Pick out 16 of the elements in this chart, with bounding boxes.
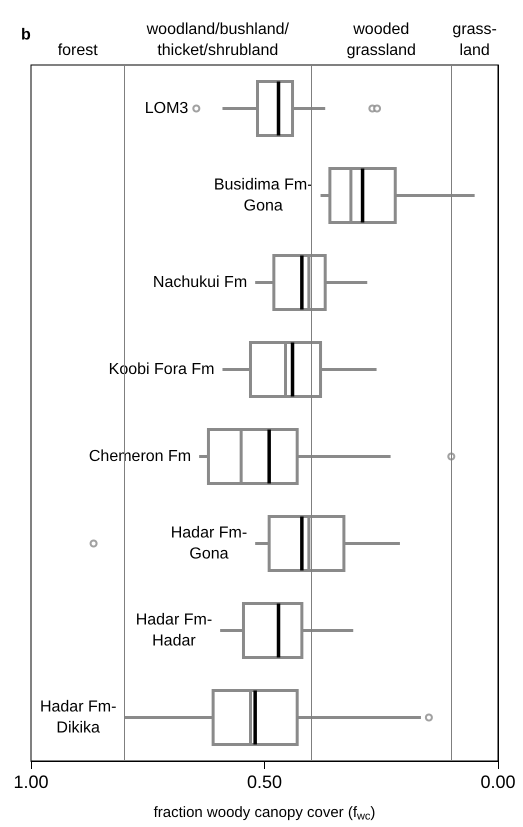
y-tick-label: Hadar Fm-Gona bbox=[170, 524, 248, 562]
text: woodland/bushland/ thicket/shrubland bbox=[146, 21, 290, 59]
x-tick-label: 0.50 bbox=[246, 772, 282, 792]
x-tick-label: 1.00 bbox=[13, 772, 49, 792]
y-tick-label: Hadar Fm-Dikika bbox=[40, 698, 116, 736]
y-tick-label: Chemeron Fm bbox=[88, 448, 192, 465]
y-tick-label: Koobi Fora Fm bbox=[108, 361, 214, 378]
y-tick-label: Nachukui Fm bbox=[152, 274, 248, 291]
text: wooded grassland bbox=[346, 21, 416, 59]
x-tick-label: 0.00 bbox=[480, 772, 516, 792]
chart-title: b bbox=[21, 26, 31, 44]
y-tick-label: Hadar Fm-Hadar bbox=[136, 612, 212, 650]
text: grass- land bbox=[452, 21, 497, 59]
y-tick-label: Busidima Fm-Gona bbox=[214, 176, 313, 214]
text: forest bbox=[58, 42, 98, 59]
y-tick-label: LOM3 bbox=[144, 100, 188, 117]
